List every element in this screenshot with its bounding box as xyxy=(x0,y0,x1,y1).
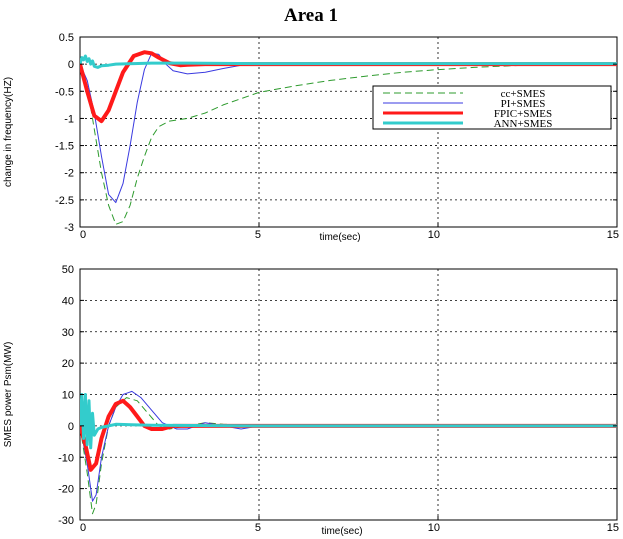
x-axis-label: time(sec) xyxy=(321,526,362,537)
y-tick-label: -10 xyxy=(58,452,74,464)
plot-frame xyxy=(79,36,618,228)
x-tick-label: 10 xyxy=(428,229,440,241)
series-line-cc xyxy=(80,62,617,225)
y-tick-label: 0.5 xyxy=(59,32,74,44)
legend-label-pi: PI+SMES xyxy=(501,98,546,110)
x-tick-label: 10 xyxy=(428,522,440,534)
x-tick-label: 15 xyxy=(607,522,619,534)
x-tick-label: 0 xyxy=(80,229,86,241)
y-axis-label: SMES power Psm(MW) xyxy=(3,342,14,448)
y-tick-label: -20 xyxy=(58,484,74,496)
y-tick-label: -1.5 xyxy=(55,141,74,153)
y-tick-label: 50 xyxy=(62,264,74,276)
y-tick-label: -1 xyxy=(64,113,74,125)
series-group xyxy=(80,50,617,225)
x-tick-label: 5 xyxy=(255,229,261,241)
y-tick-label: -2 xyxy=(64,168,74,180)
y-tick-label: 0 xyxy=(68,421,74,433)
x-axis-label: time(sec) xyxy=(319,232,360,243)
legend-label-cc: cc+SMES xyxy=(501,88,546,100)
legend-label-ann: ANN+SMES xyxy=(494,118,553,130)
y-tick-label: 0 xyxy=(68,59,74,71)
y-tick-label: -2.5 xyxy=(55,195,74,207)
series-line-ann xyxy=(80,393,617,450)
y-tick-label: -3 xyxy=(64,222,74,234)
y-axis-label: change in frequency(HZ) xyxy=(3,77,14,187)
plot-frame xyxy=(79,268,618,521)
y-tick-label: 30 xyxy=(62,327,74,339)
y-tick-label: 20 xyxy=(62,358,74,370)
y-tick-label: 40 xyxy=(62,295,74,307)
x-tick-label: 5 xyxy=(255,522,261,534)
series-group xyxy=(80,390,617,515)
series-line-ann xyxy=(80,54,617,69)
x-tick-label: 0 xyxy=(80,522,86,534)
frequency-chart: 0.5 0 -0.5 -1 -1.5 -2 -2.5 -3 0 5 10 15 time(sec) cha… xyxy=(3,32,619,243)
figure-title: Area 1 xyxy=(284,5,338,26)
smes-power-chart: 50 40 30 20 10 0 -10 -20 -30 0 5 10 15 time(sec) SMES … xyxy=(3,264,619,537)
x-tick-label: 15 xyxy=(607,229,619,241)
y-tick-label: -0.5 xyxy=(55,86,74,98)
y-tick-label: -30 xyxy=(58,515,74,527)
y-tick-label: 10 xyxy=(62,390,74,402)
legend-label-fpic: FPIC+SMES xyxy=(494,108,552,120)
